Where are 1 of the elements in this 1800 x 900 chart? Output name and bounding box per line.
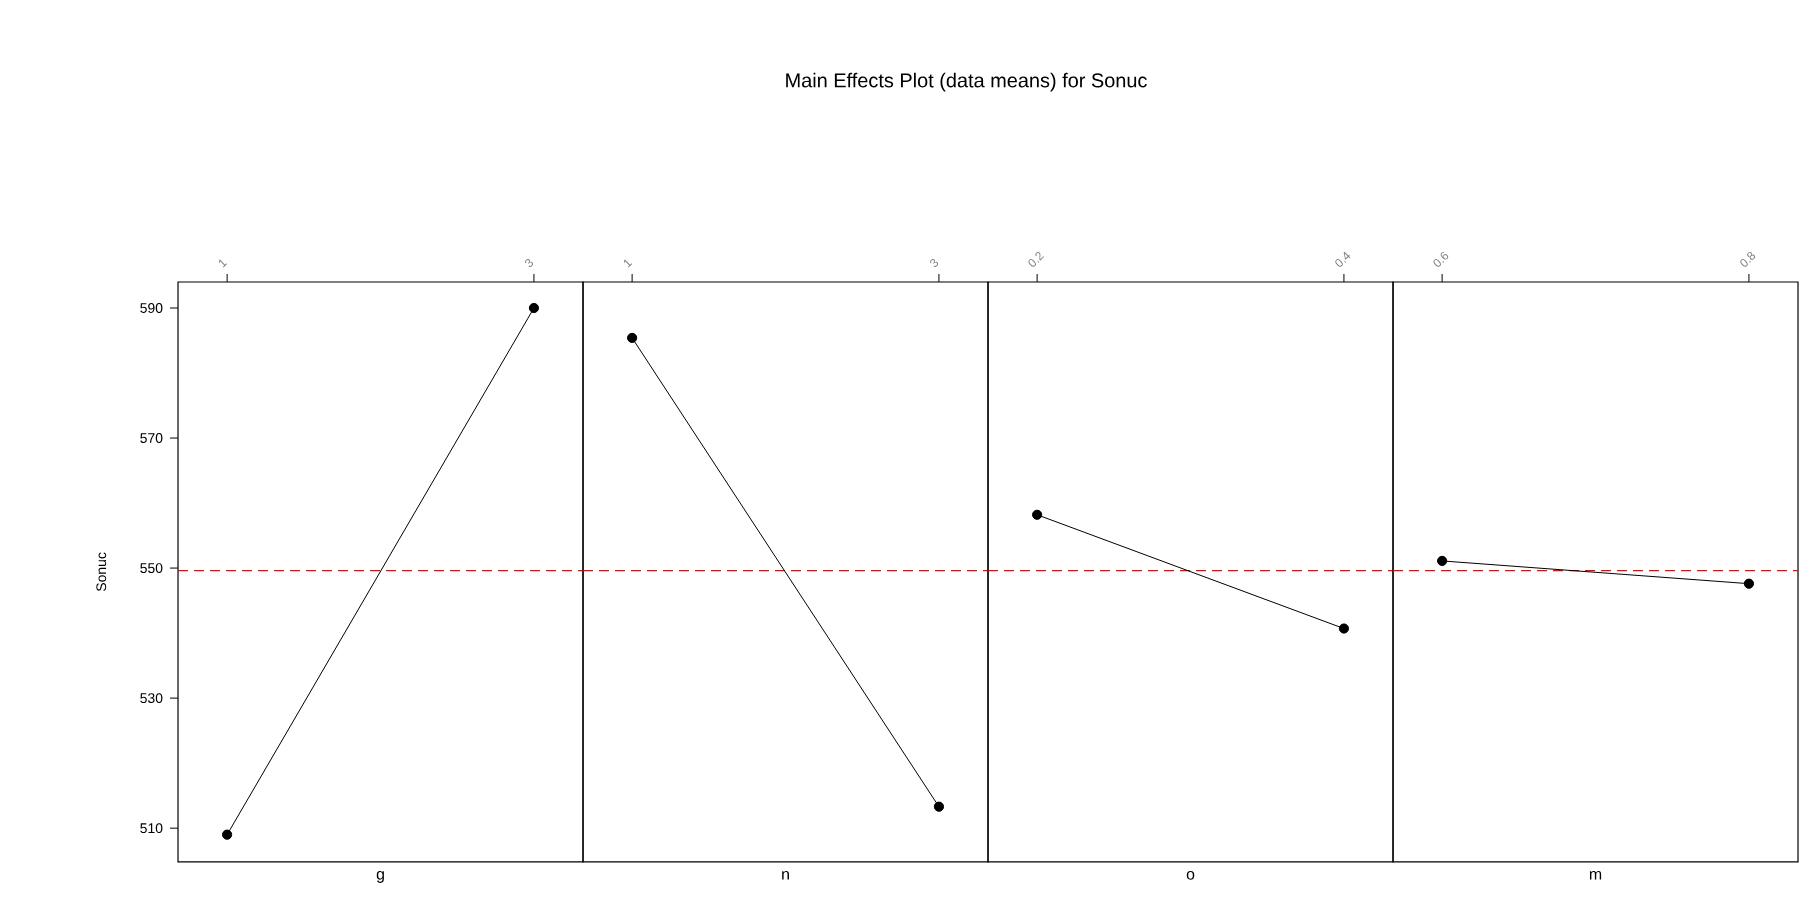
chart-title: Main Effects Plot (data means) for Sonuc — [786, 72, 1147, 92]
